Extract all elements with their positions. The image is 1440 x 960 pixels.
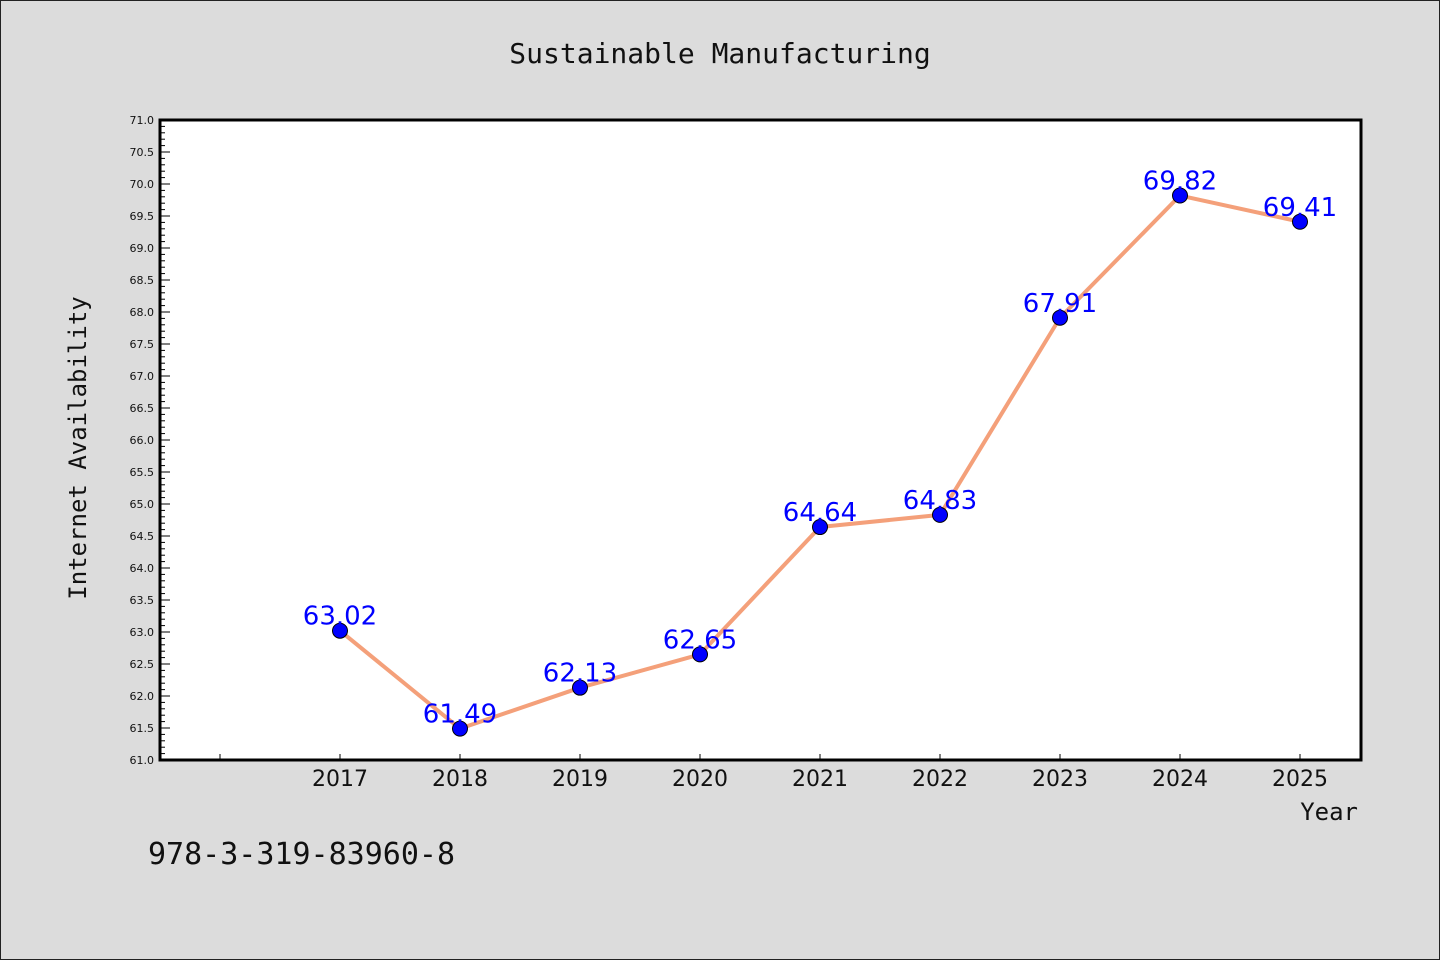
x-tick-label: 2025	[1272, 767, 1328, 792]
data-point	[572, 679, 588, 696]
x-tick-label: 2019	[552, 767, 608, 792]
y-tick-label: 71.0	[130, 114, 155, 127]
x-axis: 2017 2018 2019 2020 2021 2022 2023 2024 2025	[219, 754, 1328, 792]
series-layer: 63.02 61.49 62.13 62.65 64.64 64.83 67.91 69.82…	[303, 167, 1337, 737]
footer-code: 978-3-319-83960-8	[148, 837, 455, 872]
y-tick-label: 64.5	[130, 530, 155, 543]
y-tick-label: 65.5	[130, 466, 155, 479]
data-label: 62.13	[543, 659, 617, 689]
y-tick-label: 61.5	[130, 722, 155, 735]
y-tick-label: 63.0	[130, 626, 155, 639]
data-point	[812, 519, 828, 536]
data-label: 64.83	[903, 486, 977, 516]
data-label: 69.82	[1143, 167, 1217, 197]
x-tick-label: 2020	[672, 767, 728, 792]
plot-area	[158, 118, 1363, 762]
data-label: 64.64	[783, 498, 857, 528]
y-tick-label: 64.0	[130, 562, 155, 575]
data-label: 63.02	[303, 602, 377, 632]
x-tick-label: 2018	[432, 767, 488, 792]
y-tick-label: 68.0	[130, 306, 155, 319]
y-tick-label: 62.5	[130, 658, 155, 671]
data-point	[1052, 309, 1068, 326]
x-tick-label: 2021	[792, 767, 848, 792]
data-label: 61.49	[423, 700, 497, 730]
x-axis-label: Year	[1300, 798, 1358, 826]
y-tick-label: 66.0	[130, 434, 155, 447]
y-tick-label: 66.5	[130, 402, 155, 415]
y-tick-label: 62.0	[130, 690, 155, 703]
data-point	[1172, 187, 1188, 204]
y-tick-label: 63.5	[130, 594, 155, 607]
y-tick-label: 69.0	[130, 242, 155, 255]
y-tick-label: 70.0	[130, 178, 155, 191]
x-tick-label: 2017	[312, 767, 368, 792]
data-label: 62.65	[663, 625, 737, 655]
x-tick-label: 2024	[1152, 767, 1208, 792]
data-point	[452, 720, 468, 737]
y-tick-label: 67.0	[130, 370, 155, 383]
y-tick-label: 69.5	[130, 210, 155, 223]
data-point	[932, 506, 948, 523]
x-tick-label: 2022	[912, 767, 968, 792]
y-axis-label: Internet Availability	[64, 296, 92, 599]
y-tick-label: 70.5	[130, 146, 155, 159]
y-tick-label: 61.0	[130, 754, 155, 767]
y-tick-label: 67.5	[130, 338, 155, 351]
y-axis: 61.0 61.5 62.0 62.5 63.0 63.5 64.0 64.5 65.0 65.5…	[130, 114, 170, 767]
data-point	[332, 622, 348, 639]
data-label: 69.41	[1263, 193, 1337, 223]
data-label: 67.91	[1023, 289, 1097, 319]
y-tick-label: 65.0	[130, 498, 155, 511]
y-tick-label: 68.5	[130, 274, 155, 287]
x-tick-label: 2023	[1032, 767, 1088, 792]
data-point	[692, 646, 708, 663]
chart-title: Sustainable Manufacturing	[509, 37, 930, 70]
data-point	[1292, 213, 1308, 230]
